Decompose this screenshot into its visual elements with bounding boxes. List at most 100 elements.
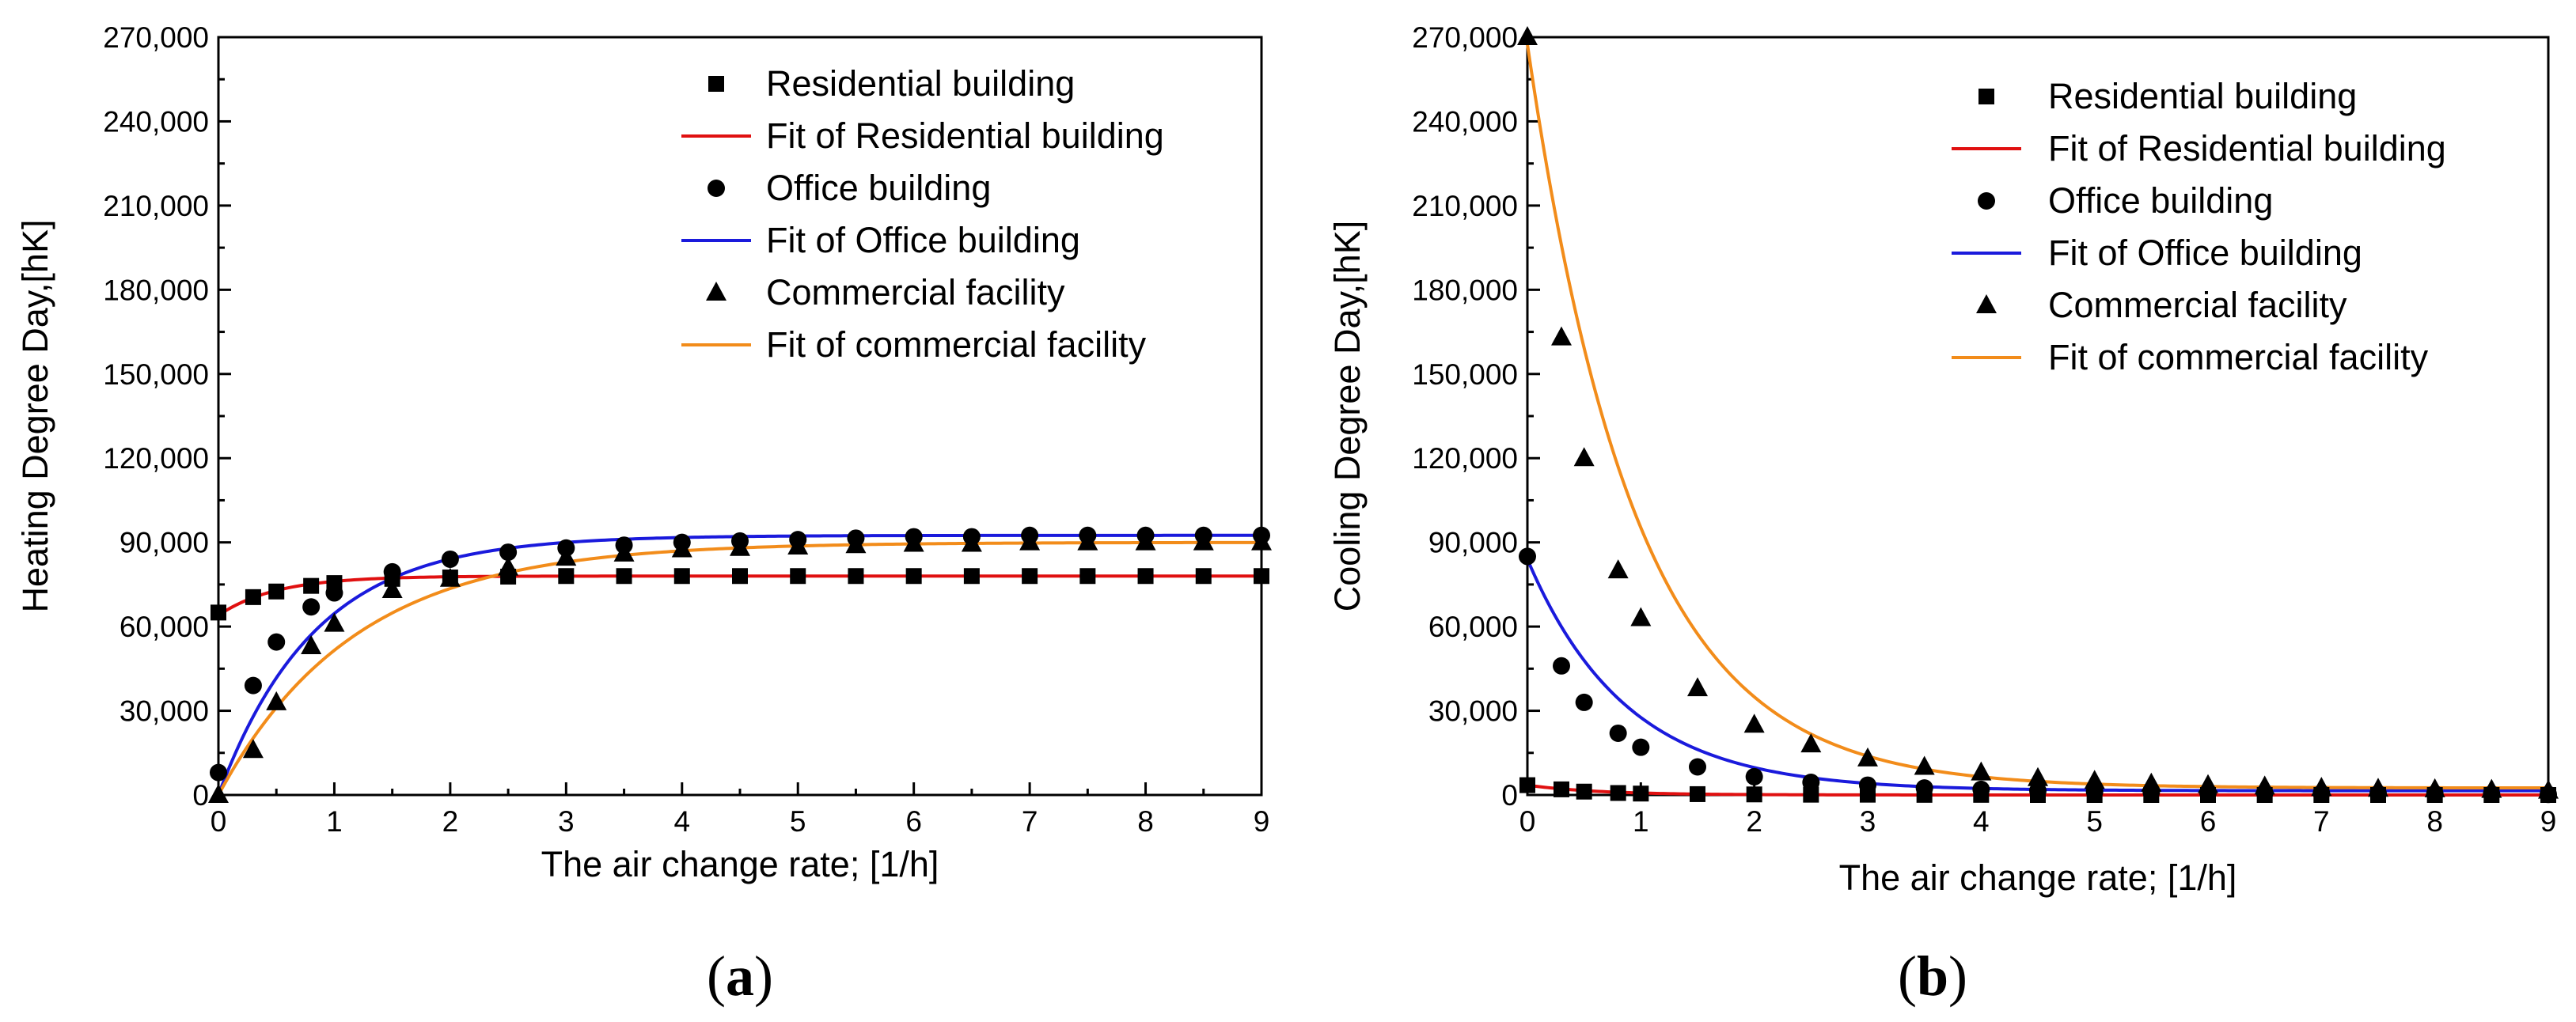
data-point-triangle xyxy=(2084,770,2105,789)
y-axis-label: Heating Degree Day,[hK] xyxy=(15,220,55,613)
data-point-square xyxy=(963,568,980,585)
y-tick-label: 240,000 xyxy=(103,105,209,138)
data-point-triangle xyxy=(1019,531,1041,551)
data-point-triangle xyxy=(1630,607,1652,626)
data-point-square xyxy=(1519,777,1535,793)
data-point-triangle xyxy=(381,578,403,598)
legend-entry: Commercial facility xyxy=(706,272,1065,312)
legend-entry: Office building xyxy=(1978,180,2273,221)
x-tick-label: 4 xyxy=(673,805,690,838)
data-point-circle xyxy=(441,550,459,568)
y-tick-label: 210,000 xyxy=(103,190,209,222)
data-point-circle xyxy=(1745,767,1763,785)
legend-marker-swatch xyxy=(1978,192,1995,210)
data-point-triangle xyxy=(1251,531,1272,551)
data-point-square xyxy=(268,583,285,600)
data-point-triangle xyxy=(2254,775,2275,795)
legend: Residential building Fit of Residential b… xyxy=(1952,76,2446,377)
legend-label: Fit of Residential building xyxy=(766,115,1164,156)
y-tick-label: 0 xyxy=(1501,779,1518,812)
data-point-triangle xyxy=(1857,747,1878,766)
data-point-triangle xyxy=(266,691,287,710)
data-point-circle xyxy=(499,543,518,562)
data-point-circle xyxy=(244,676,262,695)
y-tick-label: 270,000 xyxy=(103,21,209,54)
data-point-triangle xyxy=(1193,531,1214,551)
legend-label: Fit of Office building xyxy=(2048,233,2362,273)
y-tick-label: 270,000 xyxy=(1412,21,1518,54)
data-point-triangle xyxy=(2368,778,2388,797)
legend-marker-swatch xyxy=(708,180,725,197)
x-tick-label: 1 xyxy=(1633,805,1649,838)
x-tick-label: 0 xyxy=(211,805,227,838)
legend-marker-swatch xyxy=(1976,294,1997,313)
data-point-triangle xyxy=(242,739,264,759)
legend-entry: Residential building xyxy=(708,63,1075,104)
data-point-triangle xyxy=(1551,326,1572,346)
x-tick-label: 5 xyxy=(2086,805,2103,838)
x-tick-label: 6 xyxy=(2200,805,2217,838)
x-tick-label: 2 xyxy=(442,805,459,838)
data-point-triangle xyxy=(1914,755,1935,775)
data-point-square xyxy=(303,577,320,594)
legend-label: Residential building xyxy=(2048,76,2357,116)
data-point-triangle xyxy=(1607,559,1629,579)
fit-curve-fit-of-office-building xyxy=(1526,558,2548,793)
data-point-triangle xyxy=(671,538,692,558)
legend-label: Residential building xyxy=(766,63,1075,104)
y-tick-label: 0 xyxy=(192,779,209,812)
legend-label: Fit of commercial facility xyxy=(2048,337,2429,377)
legend-marker-swatch xyxy=(706,282,727,301)
data-point-square xyxy=(1079,568,1096,585)
data-point-square xyxy=(1690,785,1705,802)
data-point-triangle xyxy=(1971,761,1992,781)
data-point-square xyxy=(1137,568,1154,585)
data-point-triangle xyxy=(324,612,345,632)
data-point-circle xyxy=(1519,547,1536,566)
data-point-square xyxy=(616,568,632,585)
y-tick-label: 150,000 xyxy=(103,358,209,391)
panel-label: (a) xyxy=(707,944,773,1008)
data-point-triangle xyxy=(845,534,867,554)
data-point-square xyxy=(1610,785,1626,801)
data-point-triangle xyxy=(1135,531,1156,551)
data-point-circle xyxy=(210,763,227,782)
x-tick-label: 7 xyxy=(2313,805,2330,838)
data-point-triangle xyxy=(2028,766,2048,786)
data-point-square xyxy=(1022,568,1038,585)
legend-label: Office building xyxy=(766,168,991,208)
x-tick-label: 5 xyxy=(790,805,806,838)
y-tick-label: 180,000 xyxy=(1412,274,1518,306)
data-point-triangle xyxy=(2481,778,2502,798)
panel-b-cooling-chart: 0 1 2 3 4 5 6 7 8 9 0 30,000 60,000 90,000 120,000 150… xyxy=(1327,21,2559,1008)
data-point-triangle xyxy=(1743,714,1765,733)
data-point-square xyxy=(1576,783,1592,800)
x-tick-label: 8 xyxy=(1137,805,1154,838)
data-point-circle xyxy=(1972,780,1990,798)
data-point-square xyxy=(245,589,261,605)
legend-label: Fit of commercial facility xyxy=(766,324,1147,365)
x-tick-label: 2 xyxy=(1746,805,1762,838)
x-tick-label: 9 xyxy=(1254,805,1270,838)
data-point-circle xyxy=(267,633,286,651)
data-point-circle xyxy=(1609,724,1627,742)
data-point-circle xyxy=(1689,758,1706,776)
x-tick-label: 9 xyxy=(2540,805,2557,838)
data-point-circle xyxy=(1802,774,1820,792)
data-point-triangle xyxy=(1573,447,1595,467)
y-tick-label: 90,000 xyxy=(1428,527,1518,559)
legend-entry: Fit of Office building xyxy=(681,220,1080,260)
x-tick-label: 3 xyxy=(558,805,575,838)
legend: Residential building Fit of Residential b… xyxy=(681,63,1164,365)
y-tick-label: 30,000 xyxy=(1428,695,1518,728)
data-point-square xyxy=(1254,568,1269,585)
y-axis-label: Cooling Degree Day,[hK] xyxy=(1327,221,1368,611)
legend-entry: Fit of Residential building xyxy=(681,115,1164,156)
data-point-triangle xyxy=(787,535,809,555)
legend-entry: Fit of Office building xyxy=(1952,233,2362,273)
x-tick-label: 7 xyxy=(1022,805,1038,838)
data-point-square xyxy=(905,568,922,585)
y-tick-label: 240,000 xyxy=(1412,105,1518,138)
data-point-square xyxy=(732,568,748,585)
